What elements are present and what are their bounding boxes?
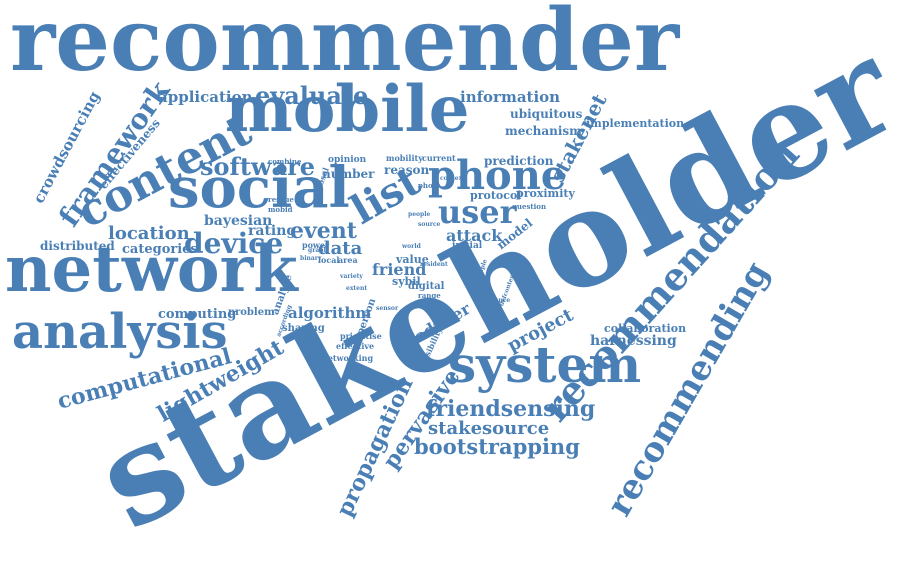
word-rescue: rescue xyxy=(268,195,294,204)
word-ubiquitous: ubiquitous xyxy=(510,107,583,121)
word-mobile: mobile xyxy=(225,72,470,147)
word-mobid: mobid xyxy=(268,205,293,214)
word-opinion: opinion xyxy=(328,155,367,165)
word-proximity: proximity xyxy=(516,187,575,200)
word-power: power xyxy=(302,240,330,250)
word-implementation: implementation xyxy=(586,117,685,130)
word-digital: digital xyxy=(408,281,445,292)
word-networking: networking xyxy=(322,353,374,363)
word-local: local xyxy=(318,255,340,265)
word-combine: combine xyxy=(268,157,302,166)
word-distributed: distributed xyxy=(40,239,115,253)
word-world: world xyxy=(402,243,421,250)
word-source: source xyxy=(418,221,441,228)
word-harnessing: harnessing xyxy=(590,333,677,349)
word-system: system xyxy=(448,335,642,394)
word-attack: attack xyxy=(446,226,503,245)
word-bayesian: bayesian xyxy=(204,213,273,229)
word-defence: defence xyxy=(484,297,511,304)
word-problem: problem xyxy=(228,307,275,318)
word-binary: binary xyxy=(300,255,322,262)
word-data: data xyxy=(318,238,363,259)
word-sensor: sensor xyxy=(376,305,399,312)
word-information: information xyxy=(460,88,561,106)
word-area: area xyxy=(338,255,358,265)
word-location: location xyxy=(108,223,190,244)
word-network: network xyxy=(5,232,298,307)
word-stakesource: stakesource xyxy=(428,418,550,439)
word-event: event xyxy=(290,218,357,244)
word-photo: photo xyxy=(418,181,441,190)
word-context: context xyxy=(440,175,465,182)
word-friendsensing: friendsensing xyxy=(426,396,596,422)
word-graph: graph xyxy=(308,247,328,254)
word-sybil: sybil xyxy=(392,275,421,288)
word-mobility: mobility xyxy=(386,153,423,163)
word-effective: effective xyxy=(336,341,375,351)
word-number: number xyxy=(322,167,375,181)
word-phone: phone xyxy=(428,152,567,199)
word-friend: friend xyxy=(372,260,427,279)
word-value: value xyxy=(396,253,429,266)
word-user: user xyxy=(438,193,517,231)
word-computing: computing xyxy=(158,307,237,322)
word-social: social xyxy=(168,155,350,221)
word-prediction: prediction xyxy=(484,154,554,168)
word-reason: reason xyxy=(384,163,430,177)
word-initial: initial xyxy=(452,241,483,251)
word-categories: categories xyxy=(122,242,198,257)
word-sharing: sharing xyxy=(282,323,325,334)
word-device: device xyxy=(184,227,284,260)
word-current: current xyxy=(422,153,456,163)
word-mechanism: mechanism xyxy=(505,124,582,138)
word-people: people xyxy=(408,211,431,218)
word-prioritise: prioritise xyxy=(340,331,382,341)
word-algorithm: algorithm xyxy=(288,304,372,322)
word-extent: extent xyxy=(346,285,368,292)
word-analysis: analysis xyxy=(12,304,228,360)
word-range: range xyxy=(418,291,441,300)
word-software: software xyxy=(200,152,316,181)
word-resident: resident xyxy=(420,261,448,268)
word-protocol: protocol xyxy=(470,189,522,202)
word-evaluate: evaluate xyxy=(255,81,369,110)
word-application: application xyxy=(158,88,253,106)
word-question: question xyxy=(512,202,547,211)
word-collaboration: collaboration xyxy=(604,322,687,335)
word-recommender: recommender xyxy=(10,0,680,91)
word-rating: rating xyxy=(248,223,297,239)
word-bootstrapping: bootstrapping xyxy=(414,434,580,459)
word-variety: variety xyxy=(340,273,363,280)
